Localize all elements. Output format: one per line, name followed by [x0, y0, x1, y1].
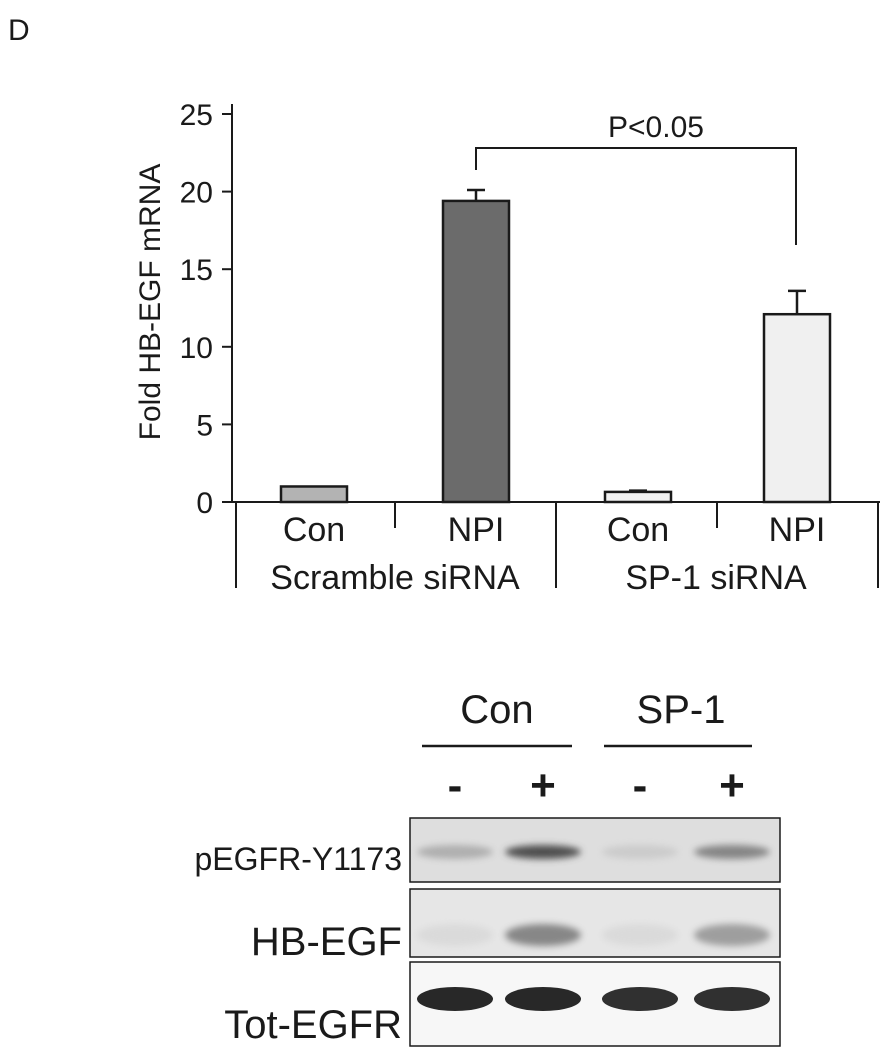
bar	[279, 485, 349, 504]
y-axis-label: Fold HB-EGF mRNA	[134, 164, 167, 441]
blot-band	[602, 845, 678, 859]
bar	[603, 490, 673, 504]
blot-strip-frame	[409, 817, 781, 883]
y-tick-label: 0	[196, 487, 213, 520]
x-axis-category-labels: Con NPI Con NPI	[235, 502, 879, 588]
x-category-label: NPI	[769, 511, 826, 549]
bar	[762, 312, 832, 504]
blot-band	[505, 924, 581, 946]
x-category-label: Con	[283, 511, 345, 549]
panel-label: D	[8, 14, 30, 47]
blot-group-label-con: Con	[460, 688, 533, 732]
significance-bracket	[475, 147, 797, 245]
y-axis-ticks: 0 5 10 15 20 25	[180, 99, 232, 520]
blot-strip-background	[410, 889, 780, 957]
y-tick-label: 15	[180, 254, 213, 287]
western-blot: Con SP-1 - + - + pEGFR-Y1173 HB-EGF Tot-EGF…	[195, 688, 781, 1047]
blot-band	[694, 845, 770, 859]
x-category-label: NPI	[448, 511, 505, 549]
blot-band	[417, 987, 493, 1011]
blot-band	[694, 924, 770, 946]
blot-band	[505, 845, 581, 859]
blot-treatment-label: +	[719, 761, 745, 810]
bar-group	[279, 188, 832, 504]
blot-band	[602, 987, 678, 1011]
blot-strip-frame	[409, 961, 781, 1047]
blot-band	[602, 924, 678, 946]
blot-band	[694, 987, 770, 1011]
blot-band	[417, 845, 493, 859]
blot-treatment-label: -	[448, 761, 463, 810]
blot-row-label-pegfr: pEGFR-Y1173	[195, 841, 403, 877]
bar	[441, 199, 511, 504]
y-tick-label: 20	[180, 177, 213, 210]
x-group-label: SP-1 siRNA	[625, 559, 807, 597]
blot-treatment-labels: - + - +	[448, 761, 745, 810]
y-tick-label: 5	[196, 409, 213, 442]
y-tick-label: 25	[180, 99, 213, 132]
significance-annotation: P<0.05	[608, 111, 704, 144]
blot-treatment-label: +	[530, 761, 556, 810]
blot-row-label-hbegf: HB-EGF	[251, 920, 402, 964]
blot-group-label-sp1: SP-1	[637, 688, 726, 732]
blot-row-label-totegfr: Tot-EGFR	[224, 1003, 402, 1047]
blot-band	[417, 924, 493, 946]
bar-chart: Fold HB-EGF mRNA 0 5 10 15 20 25 Con NPI Con NPI…	[134, 99, 880, 597]
blot-strip-frame	[409, 888, 781, 958]
blot-band	[505, 987, 581, 1011]
blot-strips	[409, 817, 781, 1047]
x-axis-group-labels: Scramble siRNA SP-1 siRNA	[270, 559, 807, 597]
y-tick-label: 10	[180, 332, 213, 365]
x-category-label: Con	[607, 511, 669, 549]
blot-treatment-label: -	[633, 761, 648, 810]
x-group-label: Scramble siRNA	[270, 559, 520, 597]
